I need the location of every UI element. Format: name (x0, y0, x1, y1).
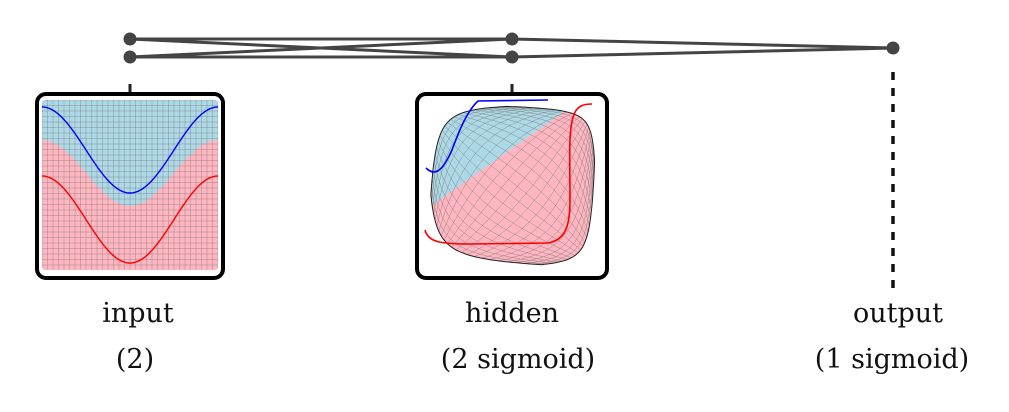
hidden-region-top (430, 106, 579, 211)
hidden-panel-frame (415, 92, 609, 280)
hidden-grid-line (461, 118, 583, 253)
hidden-grid-line (489, 130, 591, 260)
connection-in2-hid1 (129, 37, 513, 59)
hidden-label: hidden (465, 298, 559, 329)
connection-hid1-out (511, 37, 894, 50)
hidden-curve-blue (425, 99, 549, 173)
input-curve-blue (42, 106, 218, 194)
hidden-grid (430, 106, 595, 265)
input-panel (35, 92, 225, 280)
hidden-panel (415, 92, 609, 280)
hidden-grid-line (447, 122, 586, 243)
input-detail: (2) (116, 344, 154, 375)
hidden-grid-line (515, 144, 594, 263)
hidden-detail: (2 sigmoid) (441, 344, 595, 375)
hidden-grid-line (506, 139, 593, 263)
hidden-curve-red (424, 103, 593, 245)
hidden-node-2 (505, 50, 519, 64)
hidden-grid-line (433, 161, 564, 262)
hidden-node-1 (505, 32, 519, 46)
hidden-grid-line (439, 135, 579, 254)
hidden-grid-line (442, 130, 581, 251)
hidden-grid-line (498, 134, 592, 262)
output-node (886, 41, 900, 55)
hidden-grid-line (431, 177, 554, 264)
input-node-2 (123, 50, 137, 64)
connection-hid2-out (511, 46, 894, 59)
hidden-grid-line (444, 125, 584, 247)
hidden-grid-line (533, 155, 595, 265)
input-label: input (102, 298, 174, 329)
hidden-grid-line (431, 186, 548, 265)
network-connections (129, 37, 894, 59)
hidden-grid-line (481, 127, 589, 259)
output-detail: (1 sigmoid) (815, 344, 969, 375)
output-label: output (853, 298, 943, 329)
hidden-grid-line (524, 149, 594, 264)
hidden-grid-line (436, 146, 572, 258)
hidden-grid-line (474, 123, 588, 257)
hidden-grid-line (467, 121, 586, 255)
input-curve-red (42, 175, 218, 264)
hidden-grid-line (434, 153, 568, 260)
input-panel-frame (35, 92, 225, 280)
input-node-1 (123, 32, 137, 46)
hidden-grid-line (432, 169, 559, 263)
hidden-grid-line (437, 140, 576, 256)
hidden-warp-outline (430, 105, 596, 266)
